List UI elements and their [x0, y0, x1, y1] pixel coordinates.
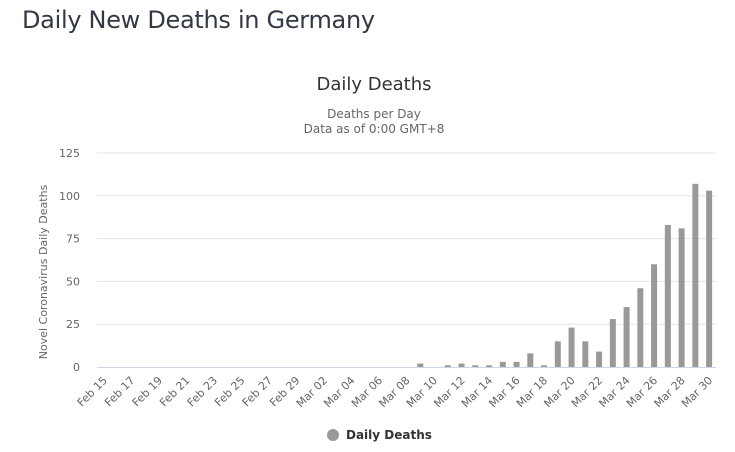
bar: [623, 307, 630, 367]
bar: [582, 341, 589, 367]
chart-subtitle: Deaths per Day Data as of 0:00 GMT+8: [0, 107, 735, 137]
bar: [596, 351, 603, 367]
bar: [554, 341, 561, 367]
legend-label: Daily Deaths: [346, 428, 432, 442]
subtitle-line: Data as of 0:00 GMT+8: [303, 122, 445, 136]
page-title: Daily New Deaths in Germany: [22, 6, 375, 34]
legend-dot-icon: [327, 429, 339, 441]
y-tick-label: 125: [59, 147, 80, 160]
bar: [513, 361, 520, 367]
bar: [609, 319, 616, 367]
bar: [472, 365, 479, 367]
bar: [541, 365, 548, 367]
subtitle-line: Deaths per Day: [327, 107, 421, 121]
bar: [706, 190, 713, 367]
y-tick-label: 25: [66, 318, 80, 331]
y-axis-title: Novel Coronavirus Daily Deaths: [37, 184, 50, 359]
bar: [417, 363, 424, 367]
bar: [568, 327, 575, 367]
x-tick-label: Mar 30: [679, 374, 715, 410]
bar: [664, 224, 671, 367]
y-tick-label: 75: [66, 233, 80, 246]
y-tick-label: 50: [66, 275, 80, 288]
y-tick-label: 0: [73, 361, 80, 374]
bar: [637, 288, 644, 367]
chart-title: Daily Deaths: [316, 74, 432, 95]
bar: [499, 361, 506, 367]
legend-item-daily-deaths[interactable]: Daily Deaths: [327, 428, 432, 442]
bar: [678, 228, 685, 367]
bar: [651, 264, 658, 367]
bar: [527, 353, 534, 367]
bar: [444, 365, 451, 367]
bar: [458, 363, 465, 367]
bar: [486, 365, 493, 367]
bar: [692, 183, 699, 367]
y-tick-label: 100: [59, 190, 80, 203]
